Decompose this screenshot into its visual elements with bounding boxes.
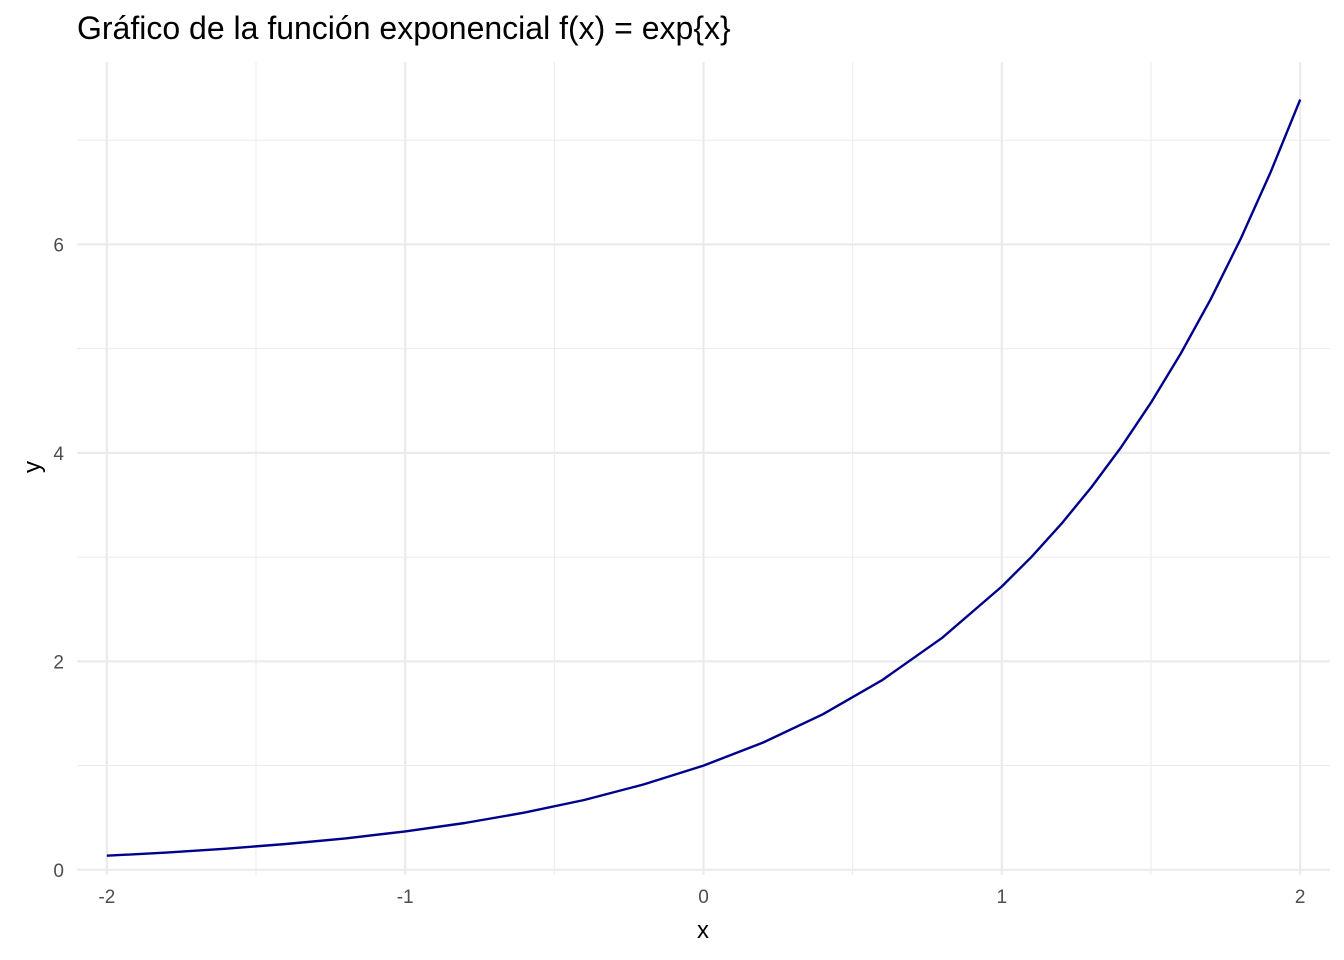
y-tick-label: 0 (53, 861, 64, 882)
x-tick-label: 2 (1295, 887, 1306, 908)
x-tick-label: 1 (997, 887, 1008, 908)
x-axis-title: x (697, 917, 709, 944)
x-tick-labels: -2 -1 0 1 2 (98, 887, 1305, 908)
x-tick-label: -1 (397, 887, 414, 908)
x-tick-label: -2 (98, 887, 115, 908)
x-tick-label: 0 (698, 887, 709, 908)
y-tick-label: 2 (53, 652, 64, 673)
y-axis-title: y (19, 461, 46, 473)
series-group (106, 99, 1302, 857)
chart-title: Gráfico de la función exponencial f(x) =… (77, 10, 731, 46)
major-gridlines (77, 62, 1330, 875)
series-line (106, 99, 1302, 857)
y-tick-label: 6 (53, 235, 64, 256)
y-tick-labels: 0 2 4 6 (53, 235, 64, 881)
y-tick-label: 4 (53, 444, 64, 465)
